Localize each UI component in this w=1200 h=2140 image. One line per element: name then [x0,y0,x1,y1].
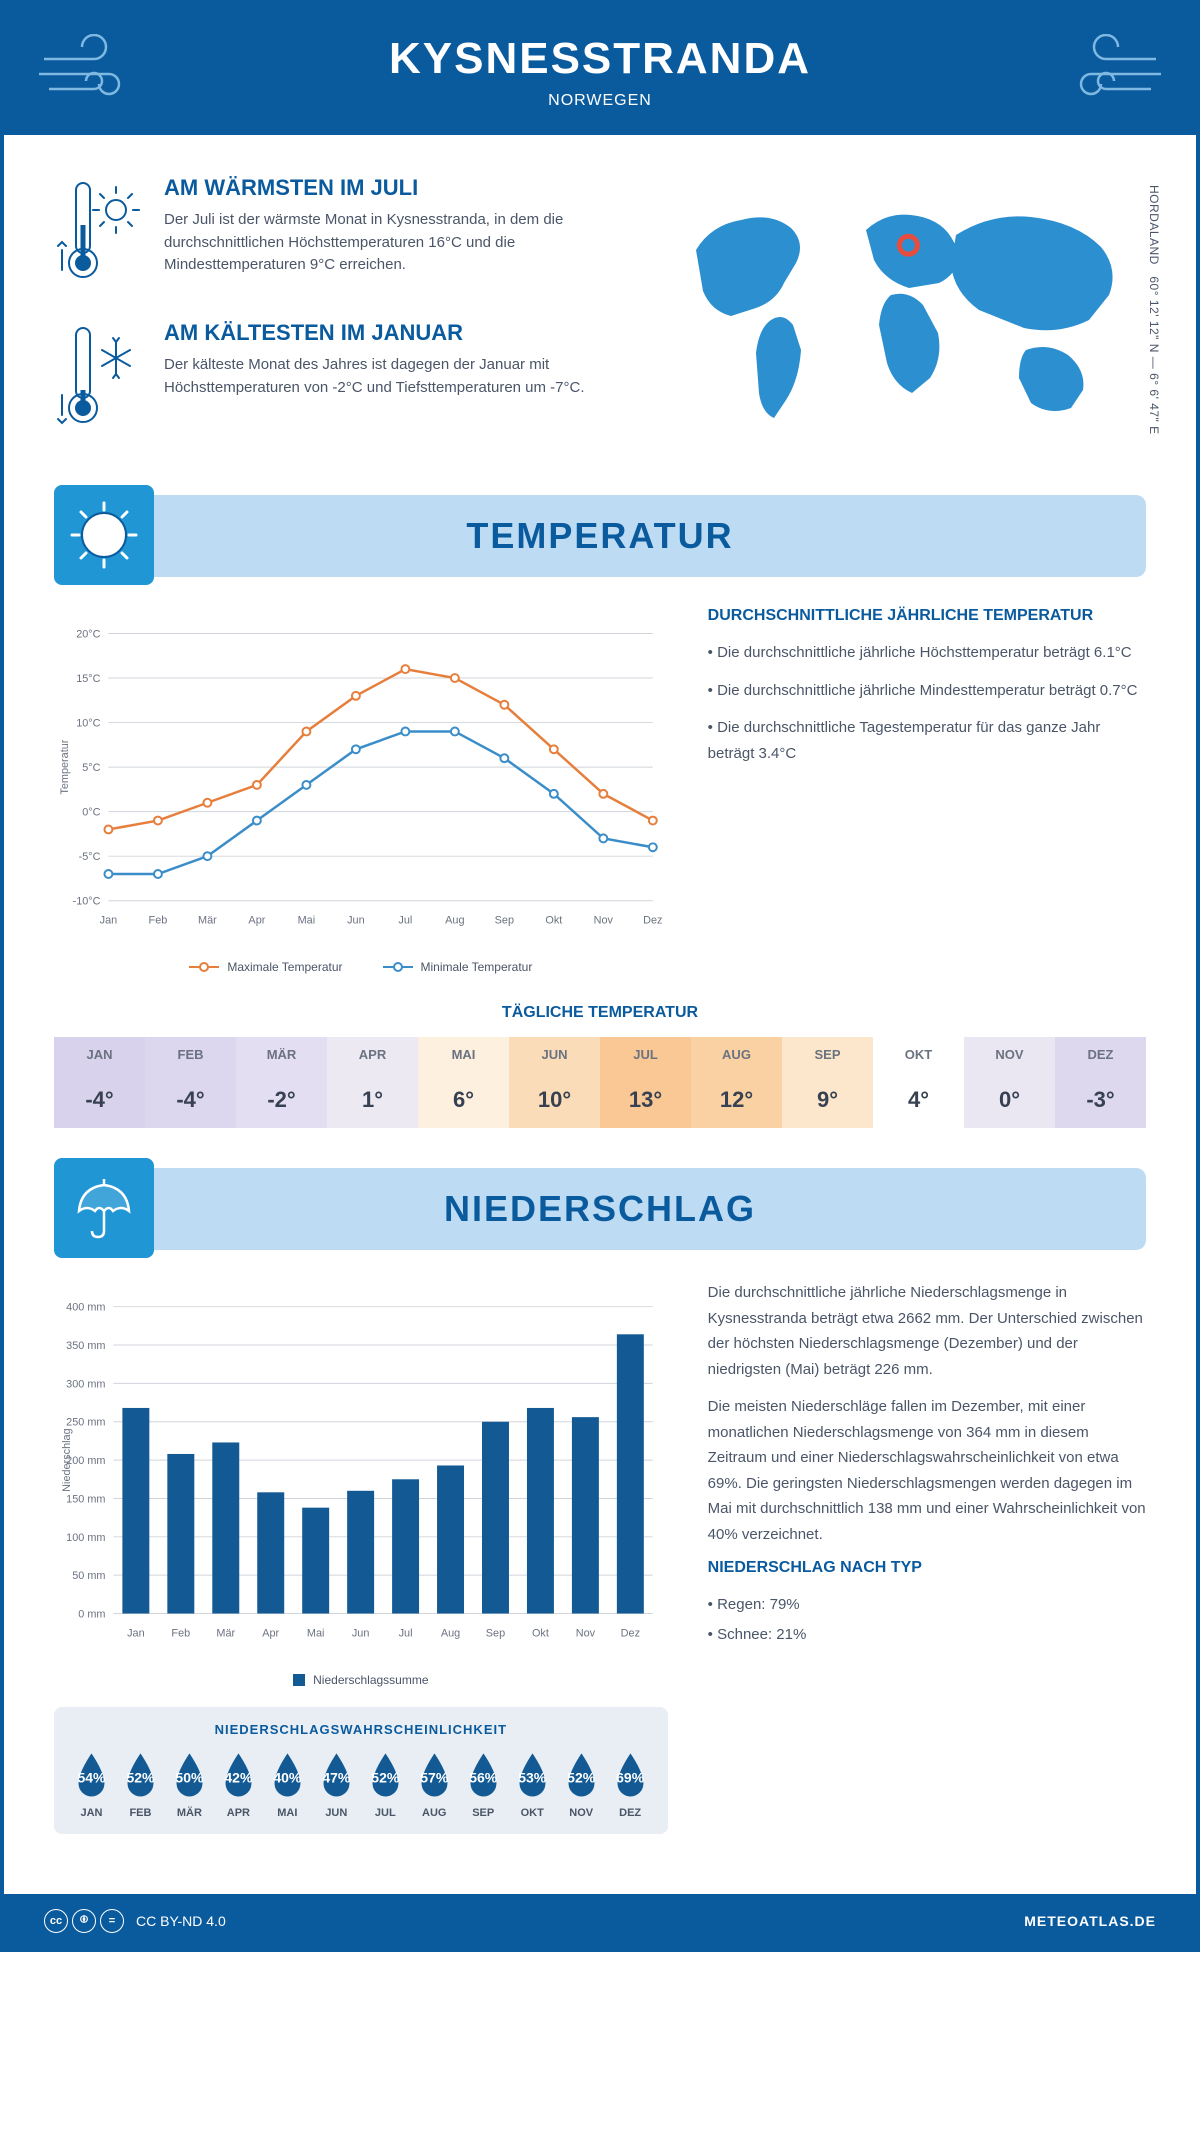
cc-icons: cc🅯= [44,1909,124,1933]
svg-text:Temperatur: Temperatur [59,739,71,794]
coldest-block: AM KÄLTESTEN IM JANUAR Der kälteste Mona… [54,320,626,435]
temp-cell: APR1° [327,1037,418,1128]
temp-info: DURCHSCHNITTLICHE JÄHRLICHE TEMPERATUR •… [708,607,1146,974]
svg-text:350 mm: 350 mm [66,1340,105,1352]
temp-cell: NOV0° [964,1037,1055,1128]
svg-text:Aug: Aug [441,1627,460,1639]
header: KYSNESSTRANDA NORWEGEN [4,4,1196,135]
svg-text:Feb: Feb [149,914,168,926]
svg-text:10°C: 10°C [76,718,100,730]
svg-text:Nov: Nov [576,1627,596,1639]
svg-text:-5°C: -5°C [79,851,101,863]
precip-drop: 57% AUG [412,1749,457,1819]
footer: cc🅯= CC BY-ND 4.0 METEOATLAS.DE [4,1894,1196,1948]
svg-text:Jun: Jun [352,1627,370,1639]
svg-text:100 mm: 100 mm [66,1532,105,1544]
svg-text:Feb: Feb [171,1627,190,1639]
world-map: HORDALAND 60° 12' 12" N — 6° 6' 47" E [666,175,1146,465]
warmest-text: Der Juli ist der wärmste Monat in Kysnes… [164,209,626,277]
temp-cell: AUG12° [691,1037,782,1128]
svg-text:50 mm: 50 mm [72,1570,105,1582]
svg-text:0 mm: 0 mm [78,1608,105,1620]
coordinates: HORDALAND 60° 12' 12" N — 6° 6' 47" E [1147,185,1161,435]
svg-text:20°C: 20°C [76,628,100,640]
precip-drop: 50% MÄR [167,1749,212,1819]
precip-drop: 69% DEZ [608,1749,653,1819]
svg-text:Nov: Nov [594,914,614,926]
precip-drop: 52% NOV [559,1749,604,1819]
coldest-text: Der kälteste Monat des Jahres ist dagege… [164,354,626,399]
svg-text:15°C: 15°C [76,673,100,685]
svg-text:Apr: Apr [262,1627,279,1639]
svg-text:Mär: Mär [216,1627,235,1639]
svg-text:Mär: Mär [198,914,217,926]
precip-drop: 42% APR [216,1749,261,1819]
svg-text:300 mm: 300 mm [66,1378,105,1390]
license-text: CC BY-ND 4.0 [136,1913,226,1929]
wind-icon [1046,34,1166,114]
daily-temp-table: TÄGLICHE TEMPERATUR JAN-4°FEB-4°MÄR-2°AP… [54,1004,1146,1128]
temp-line-chart: -10°C -5°C 0°C 5°C 10°C 15°C 20°C Jan Feb Mär Apr M… [54,607,668,974]
wind-icon [34,34,154,114]
svg-text:Sep: Sep [495,914,514,926]
precip-drop: 52% FEB [118,1749,163,1819]
svg-text:Jul: Jul [398,914,412,926]
svg-text:Jul: Jul [399,1627,413,1639]
svg-text:Niederschlag: Niederschlag [61,1428,73,1491]
svg-text:400 mm: 400 mm [66,1302,105,1314]
svg-text:Mai: Mai [307,1627,325,1639]
temp-cell: DEZ-3° [1055,1037,1146,1128]
site-name: METEOATLAS.DE [1024,1913,1156,1929]
precip-drop: 56% SEP [461,1749,506,1819]
svg-text:5°C: 5°C [82,762,100,774]
precip-drop: 53% OKT [510,1749,555,1819]
temp-cell: MAI6° [418,1037,509,1128]
page-subtitle: NORWEGEN [24,92,1176,110]
precip-drop: 52% JUL [363,1749,408,1819]
svg-text:Aug: Aug [445,914,464,926]
precip-drop: 54% JAN [69,1749,114,1819]
coldest-title: AM KÄLTESTEN IM JANUAR [164,320,626,346]
precip-info: Die durchschnittliche jährliche Niedersc… [708,1280,1146,1834]
temp-section-header: TEMPERATUR [54,495,1146,577]
svg-text:Okt: Okt [532,1627,549,1639]
svg-text:Jan: Jan [100,914,118,926]
svg-text:Dez: Dez [621,1627,640,1639]
svg-text:Apr: Apr [248,914,265,926]
svg-text:-10°C: -10°C [73,896,101,908]
warmest-block: AM WÄRMSTEN IM JULI Der Juli ist der wär… [54,175,626,290]
precip-drop: 47% JUN [314,1749,359,1819]
thermometer-cold-icon [54,320,144,435]
temp-cell: JUL13° [600,1037,691,1128]
precip-drop: 40% MAI [265,1749,310,1819]
svg-text:Dez: Dez [643,914,662,926]
svg-text:Jun: Jun [347,914,365,926]
temp-cell: SEP9° [782,1037,873,1128]
svg-text:Okt: Okt [545,914,562,926]
temp-cell: OKT4° [873,1037,964,1128]
svg-text:Sep: Sep [486,1627,505,1639]
svg-text:Mai: Mai [298,914,316,926]
temp-cell: FEB-4° [145,1037,236,1128]
precip-bar-chart: 0 mm50 mm100 mm150 mm200 mm250 mm300 mm3… [54,1280,668,1687]
temp-cell: JUN10° [509,1037,600,1128]
page-title: KYSNESSTRANDA [24,34,1176,84]
svg-text:250 mm: 250 mm [66,1417,105,1429]
svg-text:150 mm: 150 mm [66,1493,105,1505]
umbrella-icon [54,1158,154,1258]
svg-text:Jan: Jan [127,1627,145,1639]
precip-probability: NIEDERSCHLAGSWAHRSCHEINLICHKEIT 54% JAN … [54,1707,668,1834]
precip-section-header: NIEDERSCHLAG [54,1168,1146,1250]
sun-icon [54,485,154,585]
thermometer-hot-icon [54,175,144,290]
warmest-title: AM WÄRMSTEN IM JULI [164,175,626,201]
temp-cell: MÄR-2° [236,1037,327,1128]
svg-text:0°C: 0°C [82,807,100,819]
temp-cell: JAN-4° [54,1037,145,1128]
